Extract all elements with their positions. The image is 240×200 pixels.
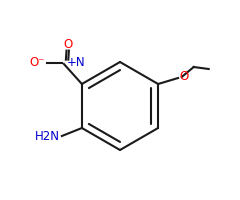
Text: +N: +N	[67, 56, 85, 70]
Text: O: O	[179, 71, 188, 84]
Text: O: O	[63, 38, 72, 51]
Text: O⁻: O⁻	[29, 56, 45, 70]
Text: H2N: H2N	[35, 130, 60, 142]
